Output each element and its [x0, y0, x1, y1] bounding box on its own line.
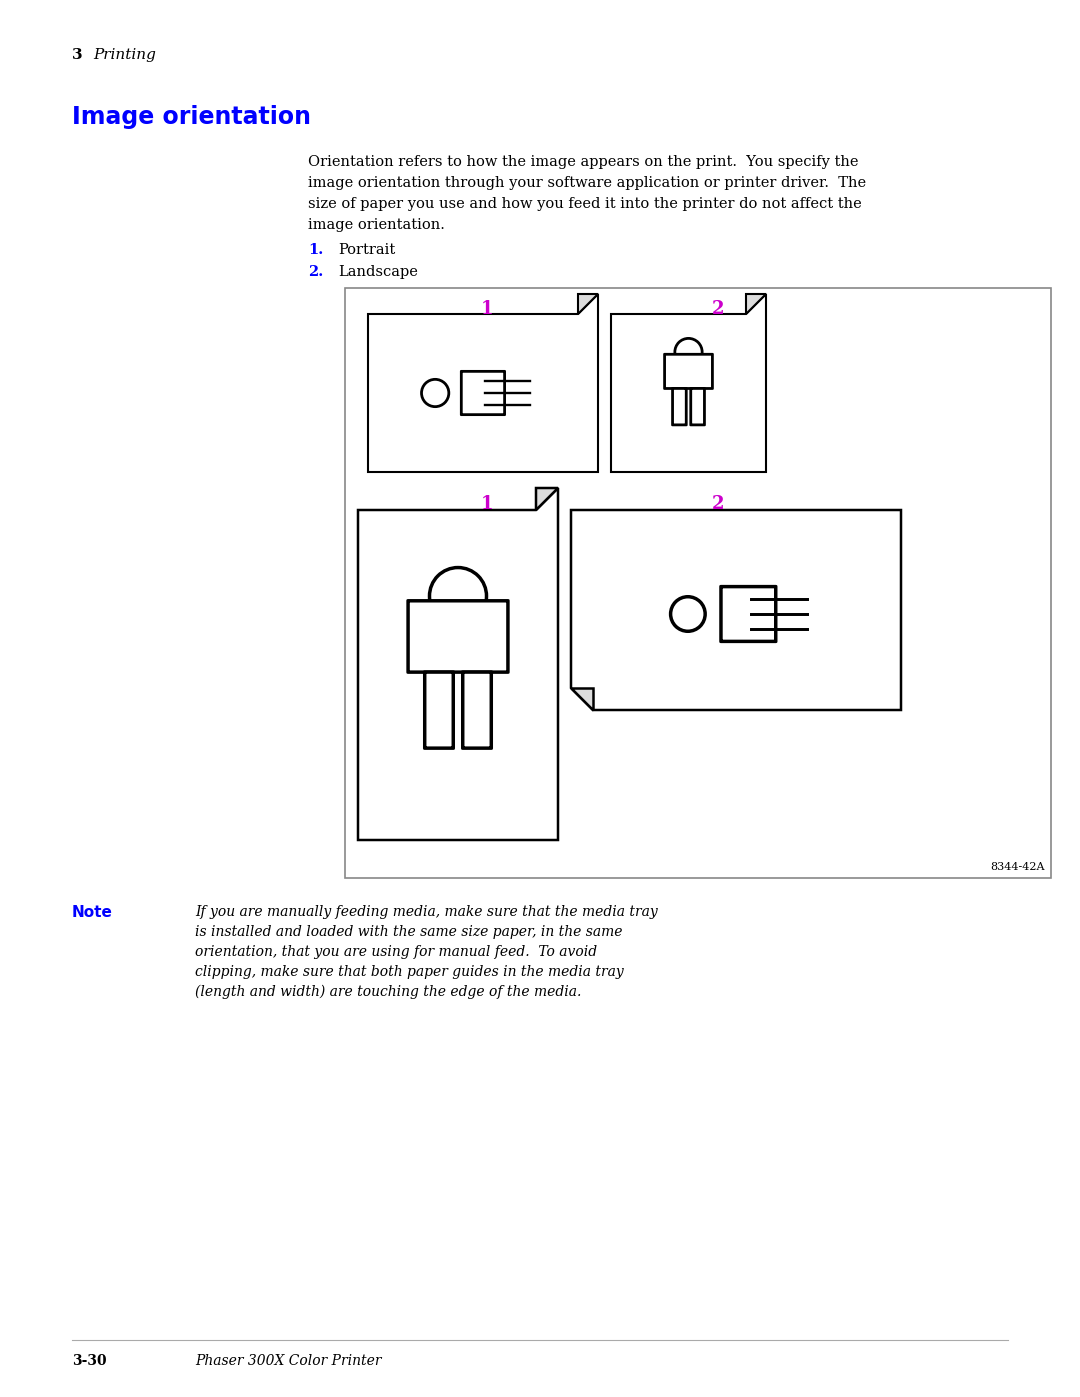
Text: Phaser 300X Color Printer: Phaser 300X Color Printer — [195, 1354, 381, 1368]
FancyBboxPatch shape — [664, 355, 713, 388]
Circle shape — [430, 567, 486, 624]
Text: Image orientation: Image orientation — [72, 105, 311, 129]
Text: 3: 3 — [72, 47, 83, 61]
Text: 8344-42A: 8344-42A — [990, 862, 1045, 872]
Polygon shape — [571, 687, 593, 710]
Circle shape — [421, 380, 449, 407]
FancyBboxPatch shape — [461, 372, 504, 415]
Polygon shape — [578, 293, 598, 314]
Text: 1: 1 — [481, 495, 494, 513]
FancyBboxPatch shape — [721, 587, 775, 641]
Circle shape — [671, 597, 705, 631]
Text: 1.: 1. — [308, 243, 323, 257]
Text: image orientation.: image orientation. — [308, 218, 445, 232]
Text: Portrait: Portrait — [338, 243, 395, 257]
Text: 2: 2 — [712, 495, 725, 513]
Text: Note: Note — [72, 905, 113, 921]
Text: 3-30: 3-30 — [72, 1354, 107, 1368]
FancyBboxPatch shape — [691, 388, 704, 425]
FancyBboxPatch shape — [408, 601, 508, 672]
Text: (length and width) are touching the edge of the media.: (length and width) are touching the edge… — [195, 985, 581, 999]
Text: 2.: 2. — [308, 265, 323, 279]
Text: is installed and loaded with the same size paper, in the same: is installed and loaded with the same si… — [195, 925, 622, 939]
Polygon shape — [746, 293, 766, 314]
Text: size of paper you use and how you feed it into the printer do not affect the: size of paper you use and how you feed i… — [308, 197, 862, 211]
Text: clipping, make sure that both paper guides in the media tray: clipping, make sure that both paper guid… — [195, 965, 624, 979]
Polygon shape — [611, 293, 766, 472]
Polygon shape — [536, 488, 558, 510]
Text: Landscape: Landscape — [338, 265, 418, 279]
FancyBboxPatch shape — [462, 672, 491, 749]
FancyBboxPatch shape — [424, 672, 454, 749]
Text: If you are manually feeding media, make sure that the media tray: If you are manually feeding media, make … — [195, 905, 658, 919]
FancyBboxPatch shape — [673, 388, 686, 425]
Text: 2: 2 — [712, 300, 725, 319]
Polygon shape — [368, 293, 598, 472]
Text: 1: 1 — [481, 300, 494, 319]
Circle shape — [675, 338, 702, 366]
Text: orientation, that you are using for manual feed.  To avoid: orientation, that you are using for manu… — [195, 944, 597, 958]
Text: image orientation through your software application or printer driver.  The: image orientation through your software … — [308, 176, 866, 190]
Text: Orientation refers to how the image appears on the print.  You specify the: Orientation refers to how the image appe… — [308, 155, 859, 169]
Bar — [345, 288, 1051, 877]
Polygon shape — [571, 510, 901, 710]
Polygon shape — [357, 488, 558, 840]
Text: Printing: Printing — [93, 47, 156, 61]
